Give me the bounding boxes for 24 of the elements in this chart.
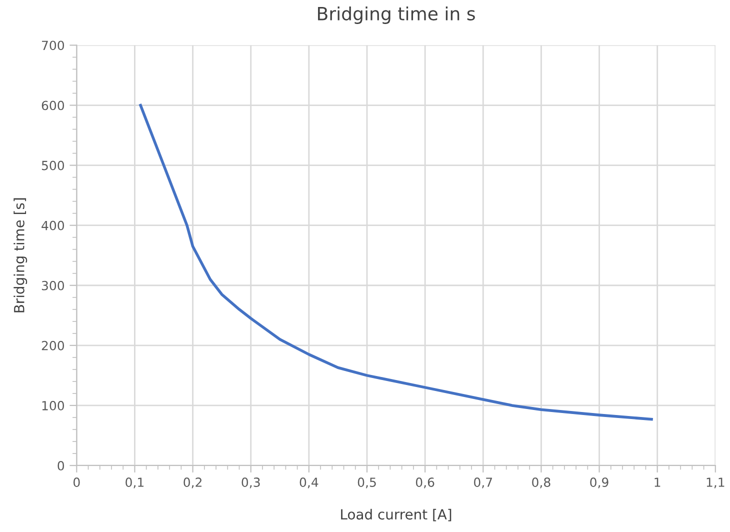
- x-tick-label: 0,1: [126, 478, 144, 488]
- y-tick-label: 300: [42, 280, 64, 290]
- y-tick-label: 200: [42, 340, 64, 350]
- x-tick-label: 0,5: [358, 478, 376, 488]
- y-tick-label: 600: [42, 100, 64, 110]
- y-tick-label: 0: [58, 460, 64, 470]
- chart-title: Bridging time in s: [318, 6, 475, 24]
- x-tick-label: 0: [74, 478, 80, 487]
- x-tick-label: 1,1: [706, 478, 724, 488]
- x-axis-title: Load current [A]: [341, 508, 452, 522]
- x-tick-label: 0,8: [532, 478, 550, 488]
- y-tick-label: 700: [42, 40, 64, 50]
- x-tick-label: 0,9: [590, 478, 608, 488]
- x-tick-label: 0,6: [416, 478, 434, 488]
- x-tick-label: 1: [654, 478, 660, 487]
- line-series: [139, 104, 653, 421]
- x-tick-label: 0,7: [474, 478, 492, 488]
- y-tick-label: 100: [42, 400, 64, 410]
- y-axis-title: Bridging time [s]: [14, 198, 28, 312]
- y-tick-label: 500: [42, 160, 64, 170]
- x-tick-label: 0,3: [242, 478, 260, 488]
- x-tick-label: 0,2: [184, 478, 202, 488]
- y-tick-label: 400: [42, 220, 64, 230]
- x-tick-label: 0,4: [300, 478, 318, 488]
